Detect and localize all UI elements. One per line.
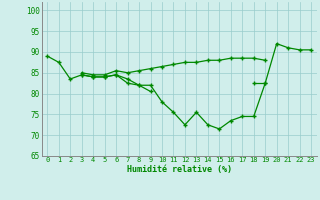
X-axis label: Humidité relative (%): Humidité relative (%) — [127, 165, 232, 174]
